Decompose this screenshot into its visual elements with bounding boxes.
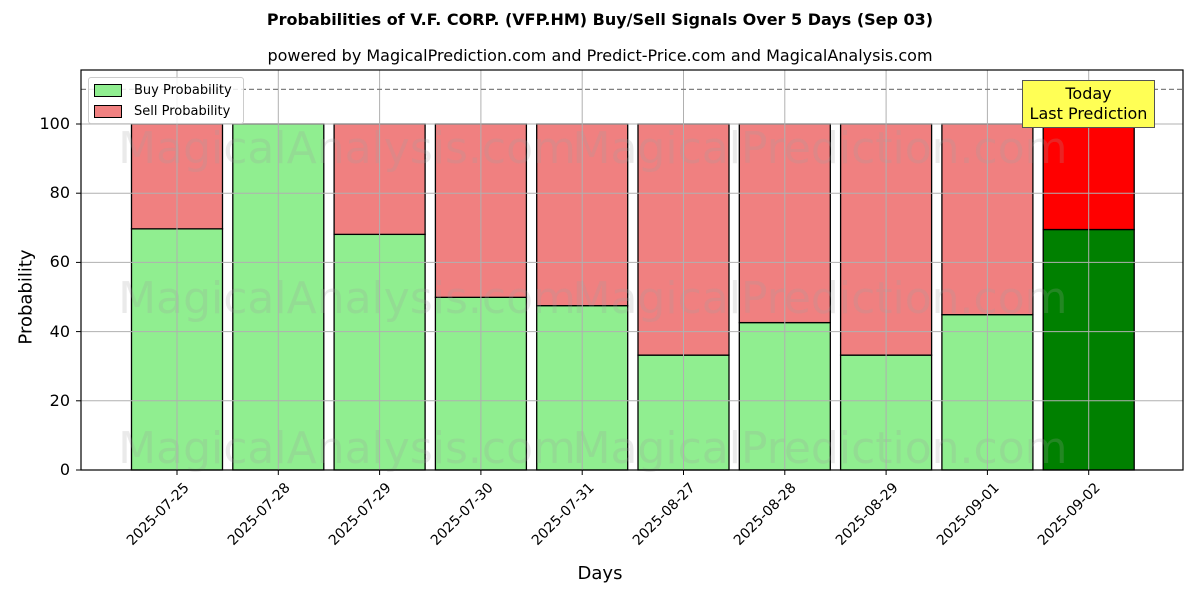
chart-subtitle: powered by MagicalPrediction.com and Pre… (267, 46, 933, 65)
y-tick-label: 80 (49, 183, 70, 203)
watermark-text: MagicalAnalysis.com (118, 273, 576, 324)
sell-swatch (94, 105, 122, 118)
legend: Buy Probability Sell Probability (88, 77, 244, 124)
watermark-text: MagicalAnalysis.com (118, 423, 576, 474)
legend-buy-label: Buy Probability (134, 83, 232, 98)
y-tick-label: 0 (59, 460, 70, 479)
x-axis-label: Days (577, 563, 623, 584)
watermark-text: MagicalPrediction.com (573, 123, 1068, 174)
buy-swatch (94, 84, 122, 97)
legend-item-buy: Buy Probability (94, 83, 232, 98)
watermark-text: MagicalPrediction.com (573, 423, 1068, 474)
chart-title: Probabilities of V.F. CORP. (VFP.HM) Buy… (266, 10, 934, 29)
today-line2: Last Prediction (1029, 104, 1148, 123)
legend-item-sell: Sell Probability (94, 104, 230, 119)
axes-frame (80, 69, 1184, 471)
today-annotation: Today Last Prediction (1022, 80, 1155, 128)
y-tick-label: 20 (49, 390, 70, 410)
today-line1: Today (1065, 84, 1112, 103)
y-tick-label: 100 (39, 114, 70, 133)
y-tick-label: 40 (49, 321, 70, 341)
y-axis-label: Probability (15, 249, 37, 345)
legend-sell-label: Sell Probability (134, 104, 231, 119)
watermark-text: MagicalAnalysis.com (118, 123, 576, 174)
watermark-text: MagicalPrediction.com (573, 273, 1068, 324)
y-tick-label: 60 (49, 252, 70, 272)
